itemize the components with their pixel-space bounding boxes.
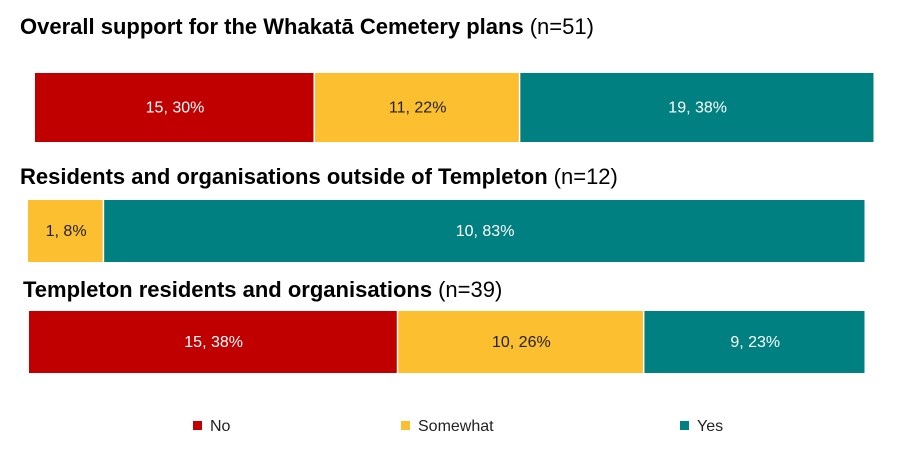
legend-text: Yes (697, 418, 723, 435)
bar-segment (644, 311, 865, 373)
segment-label: 9, 23% (730, 334, 780, 351)
group-title: Overall support for the Whakatā Cemetery… (20, 14, 594, 39)
group-name: Templeton residents and organisations (23, 277, 432, 302)
legend-text: No (210, 418, 231, 435)
bar-segment (29, 311, 397, 373)
group-name: Residents and organisations outside of T… (20, 164, 548, 189)
group-count: (n=12) (554, 164, 618, 189)
segment-label: 10, 26% (492, 334, 551, 351)
bar-segment (520, 73, 874, 142)
legend-swatch (680, 421, 689, 430)
group-count: (n=51) (530, 14, 594, 39)
segment-label: 15, 30% (146, 100, 205, 117)
group-name: Overall support for the Whakatā Cemetery… (20, 14, 524, 39)
segment-label: 11, 22% (389, 100, 447, 117)
legend-text: Somewhat (418, 418, 494, 435)
segment-label: 10, 83% (456, 223, 515, 240)
segment-label: 19, 38% (668, 100, 727, 117)
bar-segment (315, 73, 519, 142)
bar-segment (398, 311, 643, 373)
group-count: (n=39) (438, 277, 502, 302)
legend-swatch (193, 421, 202, 430)
segment-label: 15, 38% (184, 334, 243, 351)
group-title: Residents and organisations outside of T… (20, 164, 618, 189)
group-title: Templeton residents and organisations (n=… (23, 277, 502, 302)
segment-label: 1, 8% (46, 223, 87, 240)
legend-swatch (401, 421, 410, 430)
bar-segment (35, 73, 314, 142)
bar-segment (104, 200, 865, 262)
bar-segment (28, 200, 103, 262)
